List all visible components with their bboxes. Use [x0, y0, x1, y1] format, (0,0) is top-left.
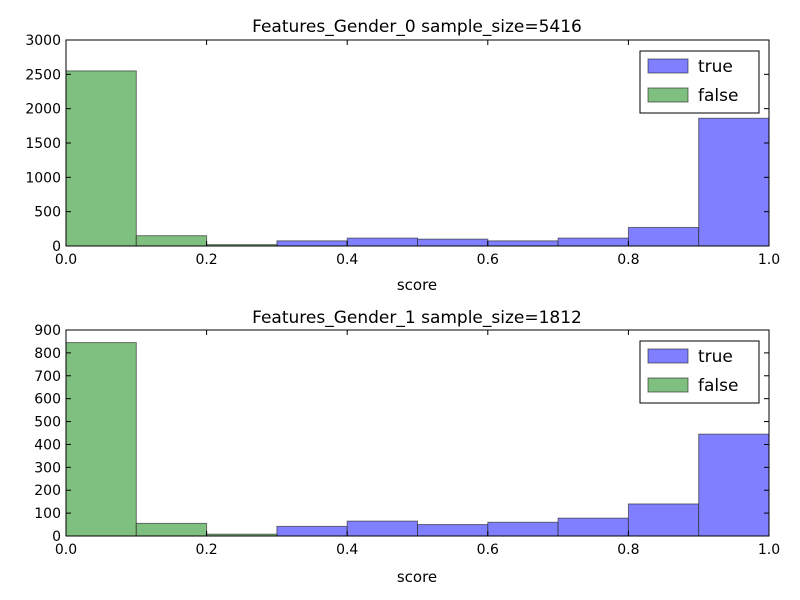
y-tick-label: 900: [34, 323, 61, 339]
bar-true-bin-8: [627, 226, 700, 247]
bar-true-bin-6: [487, 240, 559, 247]
bar-true-bin-4: [346, 520, 419, 537]
legend-swatch-false: [647, 377, 689, 393]
y-tick-label: 200: [34, 483, 61, 499]
y-tick-label: 100: [34, 506, 61, 522]
x-axis-label: score: [397, 568, 437, 586]
x-tick-label: 0.8: [617, 542, 639, 558]
y-tick-label: 0: [52, 239, 61, 255]
x-tick-label: 0.4: [336, 542, 358, 558]
bar-true-bin-9: [698, 117, 770, 247]
x-tick-label: 0.0: [55, 542, 77, 558]
legend: true false: [639, 50, 760, 114]
y-tick-label: 3000: [25, 33, 61, 49]
y-tick-label: 1000: [25, 170, 61, 186]
bar-true-bin-7: [557, 517, 629, 537]
y-tick-label: 2000: [25, 102, 61, 118]
x-tick-label: 0.6: [477, 542, 499, 558]
bar-false-bin-1: [135, 522, 208, 537]
y-tick-label: 500: [34, 415, 61, 431]
x-tick-label: 0.6: [477, 252, 499, 268]
histogram-chart-gender-0: Features_Gender_0 sample_size=5416 0.0 0.…: [25, 17, 780, 294]
legend: true false: [639, 340, 760, 404]
bar-true-bin-3: [276, 240, 348, 247]
x-tick-label: 0.2: [195, 542, 217, 558]
bar-true-bin-5: [417, 238, 489, 247]
legend-box: [639, 340, 760, 404]
y-tick-label: 1500: [25, 136, 61, 152]
x-tick-label: 1.0: [758, 542, 780, 558]
x-tick-label: 1.0: [758, 252, 780, 268]
bar-true-bin-9: [698, 433, 770, 537]
bar-true-bin-5: [417, 524, 489, 537]
legend-swatch-true: [647, 58, 689, 74]
legend-swatch-false: [647, 87, 689, 103]
bar-false-bin-0: [65, 342, 137, 537]
legend-label-true: true: [698, 347, 733, 367]
histogram-chart-gender-1: Features_Gender_1 sample_size=1812 0.0 0.…: [34, 308, 780, 586]
y-tick-label: 800: [34, 346, 61, 362]
plot-frame: [65, 329, 770, 537]
bar-true-bin-6: [487, 521, 559, 537]
axes-group: 0.0 0.2 0.4 0.6 0.8 1.0 0 500 1000 1500 2000 2500 30…: [25, 33, 780, 268]
legend-label-true: true: [698, 57, 733, 77]
bars-group: [65, 342, 770, 537]
y-tick-label: 500: [34, 205, 61, 221]
legend-label-false: false: [698, 86, 738, 106]
bar-false-bin-1: [135, 235, 208, 247]
x-tick-label: 0.8: [617, 252, 639, 268]
y-tick-label: 600: [34, 392, 61, 408]
y-tick-label: 400: [34, 437, 61, 453]
x-tick-label: 0.4: [336, 252, 358, 268]
bar-true-bin-7: [557, 237, 629, 247]
legend-swatch-true: [647, 348, 689, 364]
y-tick-label: 2500: [25, 67, 61, 83]
bar-true-bin-3: [276, 525, 348, 537]
chart-title: Features_Gender_0 sample_size=5416: [252, 17, 582, 37]
x-tick-label: 0.2: [195, 252, 217, 268]
x-axis-label: score: [397, 276, 437, 294]
y-tick-label: 700: [34, 369, 61, 385]
bar-false-bin-0: [65, 70, 137, 247]
bar-true-bin-8: [627, 503, 700, 537]
chart-title: Features_Gender_1 sample_size=1812: [252, 308, 582, 328]
axes-group: 0.0 0.2 0.4 0.6 0.8 1.0 0 100 200 300 400 500 600 700…: [34, 323, 780, 558]
x-tick-label: 0.0: [55, 252, 77, 268]
legend-label-false: false: [698, 376, 738, 396]
y-tick-label: 0: [52, 529, 61, 545]
bars-group: [65, 70, 770, 247]
bar-true-bin-4: [346, 237, 419, 247]
y-tick-label: 300: [34, 460, 61, 476]
